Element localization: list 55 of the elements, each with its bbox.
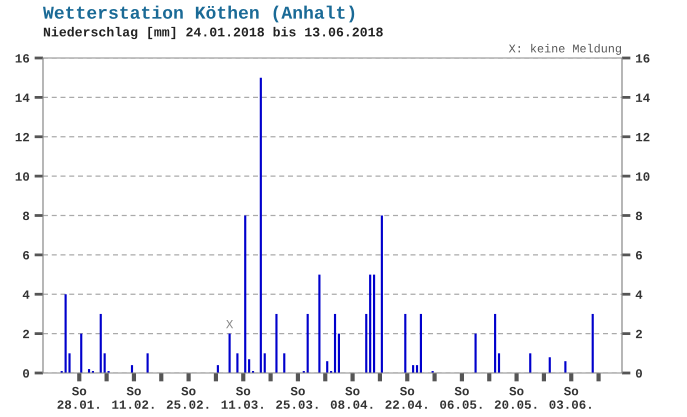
bar	[318, 274, 320, 373]
annotation: X	[226, 320, 234, 328]
x-tick-label: So 08.04.	[330, 386, 372, 409]
bar	[306, 314, 309, 373]
bar	[474, 334, 477, 373]
bar	[64, 294, 67, 373]
y2-tick-label: 12	[636, 132, 650, 142]
y-tick-label: 8	[22, 212, 30, 220]
x-tick-label: So 03.06.	[549, 386, 591, 409]
bar	[369, 274, 372, 373]
x-tick-label: So 11.02.	[112, 386, 154, 409]
bar	[283, 353, 286, 373]
bar	[564, 361, 566, 373]
bar	[236, 353, 238, 373]
bar	[494, 314, 496, 373]
bar	[529, 353, 532, 373]
bar	[260, 78, 262, 373]
y-tick-label: 16	[16, 54, 30, 63]
y2-tick-label: 4	[636, 290, 642, 299]
bar	[275, 314, 278, 373]
text: X: keine Meldung	[508, 44, 621, 55]
x-tick-label: So 28.01.	[58, 386, 99, 409]
y2-tick-label: 16	[636, 54, 650, 63]
y-tick-label: 4	[22, 290, 30, 299]
bar	[548, 357, 551, 373]
x-tick-label: So 22.04.	[386, 386, 427, 409]
bar	[68, 353, 71, 373]
y2-tick-label: 2	[636, 330, 642, 338]
chart-title: Wetterstation Köthen (Anhalt)	[43, 6, 354, 22]
x-tick-label: So 25.03.	[276, 386, 318, 409]
y-tick-label: 10	[16, 172, 30, 181]
bar	[498, 353, 500, 373]
bar	[592, 314, 594, 373]
x-tick-label: So 20.05.	[494, 386, 536, 409]
y2-tick-label: 6	[636, 251, 642, 260]
y-tick-label: 6	[23, 251, 30, 260]
chart-subtitle: Niederschlag [mm] 24.01.2018 bis 13.06.2018	[44, 26, 383, 40]
x-tick-label: So 11.03.	[222, 386, 263, 409]
y-tick-label: 12	[16, 132, 30, 142]
y-tick-label: 14	[16, 94, 30, 102]
y2-tick-label: 14	[636, 94, 650, 102]
bar	[372, 274, 376, 373]
y2-tick-label: 8	[636, 212, 642, 220]
bar	[146, 353, 149, 373]
y2-tick-label: 0	[636, 369, 642, 378]
y-tick-label: 2	[23, 330, 30, 338]
bar	[228, 334, 231, 373]
bar	[100, 314, 102, 373]
x-tick-label: So 25.02.	[166, 386, 208, 409]
y2-tick-label: 10	[636, 172, 650, 181]
y-tick-label: 0	[23, 369, 30, 378]
bar	[420, 314, 422, 373]
x-tick-label: So 06.05.	[440, 386, 482, 409]
bar	[334, 314, 336, 373]
bar	[338, 334, 340, 373]
